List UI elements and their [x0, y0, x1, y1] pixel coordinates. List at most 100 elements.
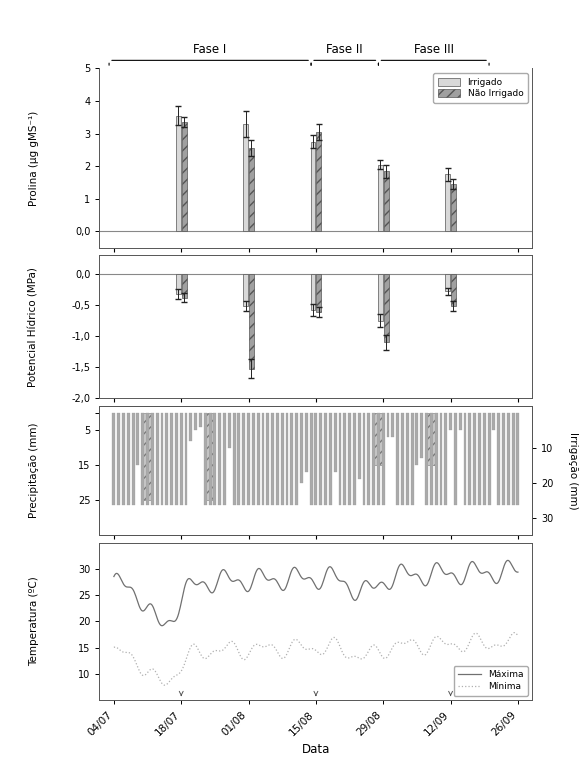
Bar: [420, 413, 423, 458]
Y-axis label: Potencial Hídrico (MPa): Potencial Hídrico (MPa): [29, 267, 39, 387]
Line: Máxima: Máxima: [114, 560, 518, 626]
Máxima: [303, 574, 310, 583]
Bar: [512, 413, 515, 505]
Bar: [261, 413, 264, 505]
Bar: [300, 413, 303, 482]
Bar: [190, 413, 192, 441]
Bar: [117, 413, 120, 505]
Y-axis label: Precipitação (mm): Precipitação (mm): [29, 422, 39, 518]
Y-axis label: Temperatura (ºC): Temperatura (ºC): [29, 577, 39, 666]
Mínima: [352, 652, 359, 661]
Bar: [315, 413, 317, 505]
Bar: [439, 413, 442, 505]
Bar: [384, 171, 388, 231]
Bar: [463, 413, 466, 505]
Bar: [316, 274, 321, 313]
Bar: [252, 413, 255, 505]
Bar: [426, 413, 436, 465]
Mínima: [511, 628, 518, 637]
Bar: [377, 413, 380, 505]
Bar: [271, 413, 274, 505]
Bar: [367, 413, 370, 505]
Bar: [445, 413, 447, 505]
Bar: [343, 413, 346, 505]
Máxima: [352, 596, 359, 605]
Bar: [517, 413, 519, 505]
Bar: [454, 413, 457, 505]
Bar: [182, 123, 187, 231]
Mínima: [303, 645, 310, 654]
Bar: [151, 413, 154, 505]
Bar: [387, 413, 390, 438]
Bar: [415, 413, 418, 465]
Máxima: [442, 570, 449, 579]
Bar: [311, 142, 315, 231]
Máxima: [505, 556, 512, 565]
Bar: [425, 413, 428, 505]
Bar: [451, 184, 456, 231]
Máxima: [158, 621, 165, 630]
Bar: [309, 413, 312, 505]
Bar: [182, 274, 187, 298]
Bar: [266, 413, 269, 505]
Máxima: [514, 568, 521, 577]
Bar: [112, 413, 115, 505]
Bar: [391, 413, 394, 438]
Bar: [411, 413, 414, 505]
Bar: [257, 413, 260, 505]
Bar: [243, 124, 248, 231]
Bar: [170, 413, 173, 505]
Bar: [176, 274, 181, 294]
Mínima: [161, 680, 168, 689]
Bar: [488, 413, 490, 505]
Bar: [445, 174, 450, 231]
Bar: [451, 274, 456, 306]
Bar: [204, 413, 207, 505]
Bar: [374, 413, 383, 465]
Bar: [358, 413, 360, 479]
Bar: [483, 413, 486, 505]
Bar: [127, 413, 130, 505]
Bar: [146, 413, 149, 505]
Bar: [176, 116, 181, 231]
Bar: [445, 274, 450, 291]
Bar: [473, 413, 476, 505]
Bar: [333, 413, 336, 473]
Bar: [378, 274, 383, 320]
Bar: [502, 413, 505, 505]
Bar: [497, 413, 500, 505]
Bar: [205, 413, 215, 500]
Bar: [339, 413, 342, 505]
Bar: [469, 413, 472, 505]
Legend: Irrigado, Não Irrigado: Irrigado, Não Irrigado: [433, 73, 528, 103]
Máxima: [330, 566, 337, 575]
Legend: Máxima, Mínima: Máxima, Mínima: [453, 666, 528, 696]
Bar: [185, 413, 187, 505]
Mínima: [505, 635, 512, 644]
Bar: [249, 274, 254, 368]
Bar: [132, 413, 135, 505]
Bar: [319, 413, 322, 505]
Mínima: [111, 643, 118, 652]
Bar: [214, 413, 216, 505]
Bar: [143, 413, 152, 500]
Mínima: [442, 639, 449, 648]
Bar: [372, 413, 375, 505]
Bar: [276, 413, 279, 505]
Bar: [384, 274, 388, 342]
Bar: [233, 413, 236, 505]
Bar: [435, 413, 438, 505]
Bar: [449, 413, 452, 431]
Bar: [218, 413, 221, 505]
Y-axis label: Prolina (μg gMS⁻¹): Prolina (μg gMS⁻¹): [29, 110, 39, 205]
Máxima: [305, 573, 312, 582]
Bar: [228, 413, 230, 447]
Bar: [305, 413, 308, 473]
Bar: [249, 148, 254, 231]
Bar: [136, 413, 139, 465]
Bar: [430, 413, 433, 505]
Bar: [378, 164, 383, 231]
Máxima: [111, 572, 118, 581]
Bar: [329, 413, 332, 505]
Bar: [493, 413, 495, 431]
